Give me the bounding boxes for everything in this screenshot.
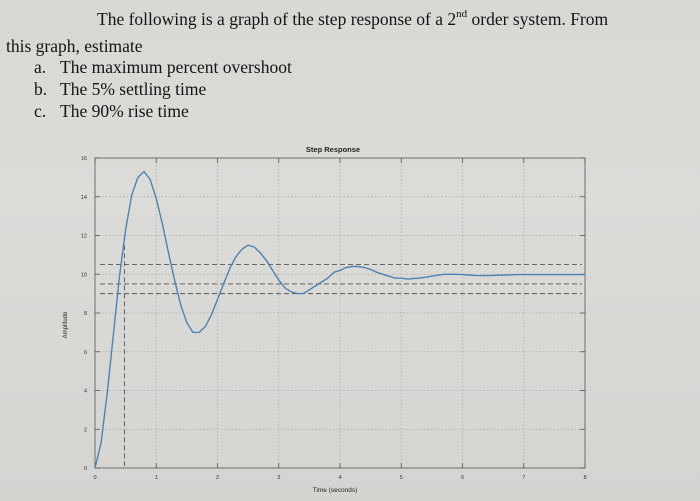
superscript-nd: nd [456,8,468,21]
reference-lines [100,245,582,466]
chart-grid [95,158,585,468]
x-tick-label: 2 [216,475,219,481]
question-item-c: c. The 90% rise time [34,101,189,121]
x-tick-label: 4 [338,475,341,481]
question-item-b: b. The 5% settling time [34,79,207,99]
y-tick-label: 16 [81,156,87,162]
chart-title: Step Response [306,145,360,154]
y-tick-label: 10 [81,272,87,278]
question-line-1: The following is a graph of the step res… [97,8,609,29]
x-tick-label: 6 [461,475,464,481]
question-item-a: a. The maximum percent overshoot [34,57,292,77]
axis-ticks [94,157,586,469]
x-tick-label: 5 [400,475,403,481]
question-line-2: this graph, estimate [6,36,143,56]
y-axis-label: Amplitude [63,311,69,338]
y-tick-label: 4 [84,389,87,395]
y-tick-label: 14 [81,195,87,201]
x-tick-label: 3 [277,475,280,481]
x-tick-label: 1 [155,475,158,481]
x-tick-label: 8 [583,475,586,481]
y-tick-label: 2 [84,427,87,433]
y-tick-label: 12 [81,234,87,240]
y-tick-label: 0 [84,466,87,472]
y-tick-label: 6 [84,350,87,356]
step-response-line [94,170,585,469]
x-tick-label: 0 [93,475,96,481]
x-tick-label: 7 [522,475,525,481]
x-axis-label: Time (seconds) [313,487,358,494]
y-tick-label: 8 [84,311,87,317]
